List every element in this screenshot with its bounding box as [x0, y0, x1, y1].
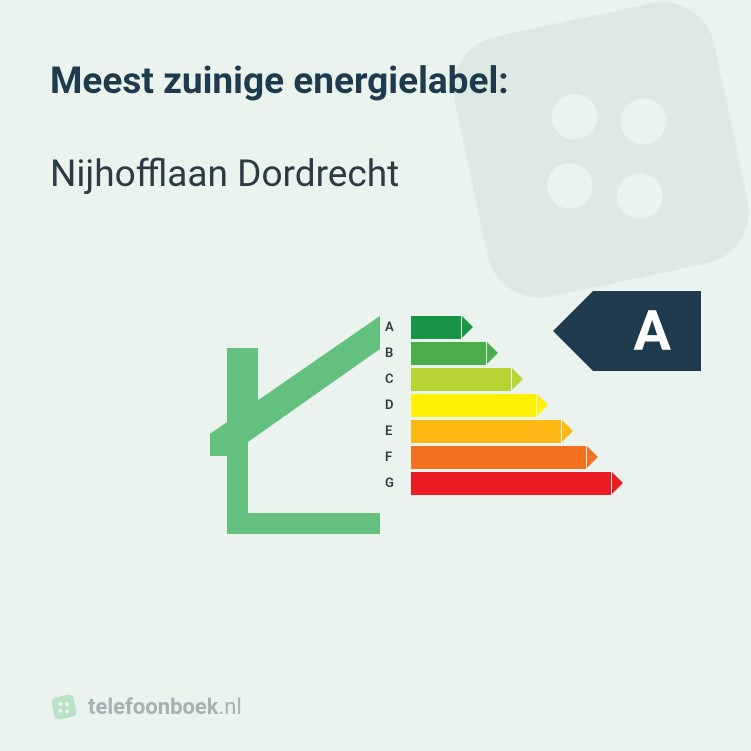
energy-label-card: Meest zuinige energielabel: Nijhofflaan …	[0, 0, 751, 751]
energy-bar-letter: A	[385, 320, 405, 335]
energy-bar-shape	[411, 446, 586, 469]
energy-bar-row-g: G	[385, 472, 611, 495]
energy-bar-letter: D	[385, 398, 405, 413]
card-title: Meest zuinige energielabel:	[50, 60, 701, 103]
footer-brand-light: .nl	[219, 695, 242, 720]
footer-brand-bold: telefoonboek	[88, 695, 219, 720]
selected-label-letter: A	[633, 298, 671, 364]
energy-bar-shape	[411, 342, 486, 365]
telefoonboek-icon	[50, 693, 78, 721]
footer-text: telefoonboek.nl	[88, 695, 242, 720]
energy-bar-row-f: F	[385, 446, 611, 469]
card-subtitle: Nijhofflaan Dordrecht	[50, 153, 701, 196]
house-icon-clean	[210, 316, 380, 536]
energy-bar-row-d: D	[385, 394, 611, 417]
selected-label-badge: A	[593, 291, 701, 371]
energy-bar-row-c: C	[385, 368, 611, 391]
energy-bar-shape	[411, 472, 611, 495]
footer-brand: telefoonboek.nl	[50, 693, 242, 721]
energy-graphic: ABCDEFG A	[50, 286, 701, 566]
energy-bar-shape	[411, 316, 461, 339]
energy-bar-letter: C	[385, 372, 405, 387]
energy-bar-shape	[411, 368, 511, 391]
energy-bar-letter: E	[385, 424, 405, 439]
energy-bar-letter: B	[385, 346, 405, 361]
energy-bar-letter: G	[385, 476, 405, 491]
energy-bar-shape	[411, 420, 561, 443]
energy-bar-letter: F	[385, 450, 405, 465]
energy-bar-shape	[411, 394, 536, 417]
energy-bar-row-e: E	[385, 420, 611, 443]
